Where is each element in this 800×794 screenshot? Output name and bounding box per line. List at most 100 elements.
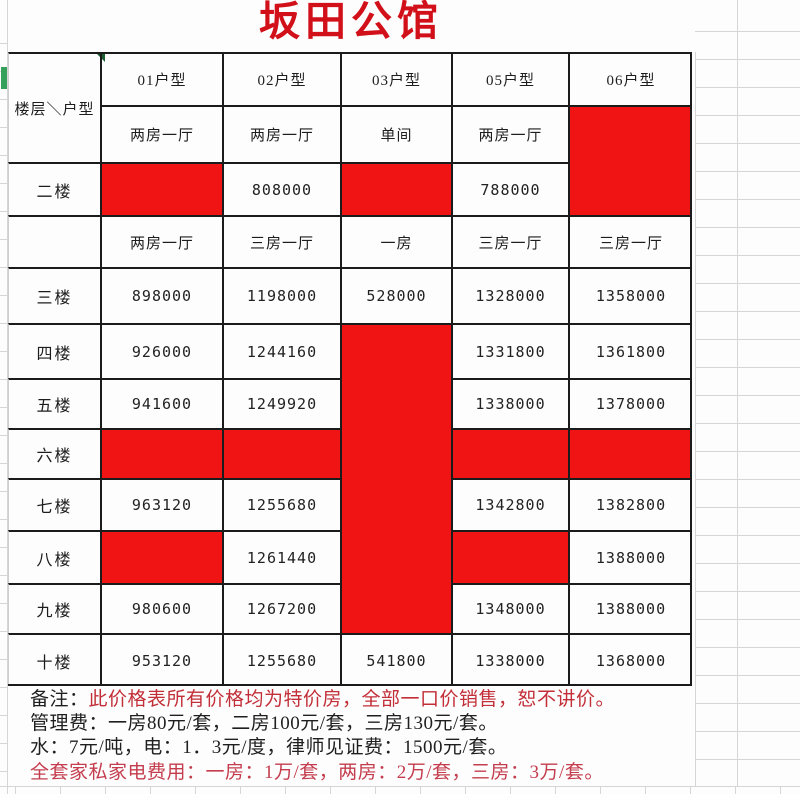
- price-cell[interactable]: 三房一厅: [222, 215, 340, 267]
- floor-label[interactable]: 八楼: [8, 530, 100, 583]
- price-cell[interactable]: 1267200: [222, 583, 340, 633]
- price-cell[interactable]: 926000: [100, 323, 222, 378]
- grid-line: [465, 787, 466, 794]
- corner-cell[interactable]: 楼层＼户型: [8, 52, 100, 162]
- sold-cell[interactable]: [568, 428, 692, 478]
- grid-line: [0, 659, 7, 660]
- floor-label[interactable]: 九楼: [8, 583, 100, 633]
- type-header[interactable]: 01户型: [100, 52, 222, 105]
- grid-line: [7, 0, 8, 794]
- type-header[interactable]: 02户型: [222, 52, 340, 105]
- type-header[interactable]: 03户型: [340, 52, 451, 105]
- subtype-header[interactable]: 单间: [340, 105, 451, 162]
- sold-cell[interactable]: [451, 428, 568, 478]
- floor-label[interactable]: 十楼: [8, 633, 100, 686]
- excel-row-marker: [1, 67, 7, 89]
- price-cell[interactable]: 1388000: [568, 583, 692, 633]
- price-cell[interactable]: 1342800: [451, 478, 568, 530]
- grid-line: [695, 52, 696, 787]
- sold-cell[interactable]: [340, 323, 451, 633]
- grid-line: [0, 687, 7, 688]
- sold-cell[interactable]: [568, 105, 692, 215]
- floor-label[interactable]: [8, 215, 100, 267]
- grid-line: [695, 423, 800, 424]
- price-cell[interactable]: 528000: [340, 267, 451, 323]
- price-cell[interactable]: 1358000: [568, 267, 692, 323]
- price-cell[interactable]: 1328000: [451, 267, 568, 323]
- price-cell[interactable]: 1382800: [568, 478, 692, 530]
- grid-line: [0, 491, 7, 492]
- price-cell[interactable]: 1338000: [451, 378, 568, 428]
- grid-line: [695, 479, 800, 480]
- type-header[interactable]: 06户型: [568, 52, 692, 105]
- floor-label[interactable]: 五楼: [8, 378, 100, 428]
- grid-line: [0, 603, 7, 604]
- price-cell[interactable]: 808000: [222, 162, 340, 215]
- price-cell[interactable]: 898000: [100, 267, 222, 323]
- price-cell[interactable]: 1388000: [568, 530, 692, 583]
- grid-line: [105, 787, 106, 794]
- note-line-1-red: 此价格表所有价格均为特价房，全部一口价销售，恕不讲价。: [88, 689, 616, 710]
- grid-line: [695, 563, 800, 564]
- price-cell[interactable]: 541800: [340, 633, 451, 686]
- sold-cell[interactable]: [222, 428, 340, 478]
- price-cell[interactable]: 三房一厅: [451, 215, 568, 267]
- price-cell[interactable]: 1368000: [568, 633, 692, 686]
- price-cell[interactable]: 1348000: [451, 583, 568, 633]
- price-cell[interactable]: 980600: [100, 583, 222, 633]
- grid-line: [695, 171, 800, 172]
- grid-line: [695, 367, 800, 368]
- grid-line: [737, 0, 738, 787]
- price-cell[interactable]: 1249920: [222, 378, 340, 428]
- price-cell[interactable]: 三房一厅: [568, 215, 692, 267]
- floor-label[interactable]: 三楼: [8, 267, 100, 323]
- subtype-header[interactable]: 两房一厅: [222, 105, 340, 162]
- subtype-header[interactable]: 两房一厅: [451, 105, 568, 162]
- sold-cell[interactable]: [340, 162, 451, 215]
- price-cell[interactable]: 1198000: [222, 267, 340, 323]
- grid-line: [695, 283, 800, 284]
- grid-line: [0, 127, 7, 128]
- grid-line: [695, 619, 800, 620]
- price-cell[interactable]: 963120: [100, 478, 222, 530]
- price-cell[interactable]: 1255680: [222, 633, 340, 686]
- grid-line: [0, 295, 7, 296]
- floor-label[interactable]: 四楼: [8, 323, 100, 378]
- grid-line: [0, 351, 7, 352]
- floor-label[interactable]: 七楼: [8, 478, 100, 530]
- sold-cell[interactable]: [100, 428, 222, 478]
- price-cell[interactable]: 1244160: [222, 323, 340, 378]
- price-cell[interactable]: 一房: [340, 215, 451, 267]
- note-line-2: 管理费：一房80元/套，二房100元/套，三房130元/套。: [30, 713, 498, 734]
- price-cell[interactable]: 1378000: [568, 378, 692, 428]
- grid-line: [695, 31, 800, 32]
- sold-cell[interactable]: [100, 530, 222, 583]
- grid-line: [0, 323, 7, 324]
- grid-line: [695, 255, 800, 256]
- price-cell[interactable]: 1261440: [222, 530, 340, 583]
- price-cell[interactable]: 953120: [100, 633, 222, 686]
- grid-line: [645, 787, 646, 794]
- price-cell[interactable]: 1361800: [568, 323, 692, 378]
- grid-line: [0, 547, 7, 548]
- type-header[interactable]: 05户型: [451, 52, 568, 105]
- sold-cell[interactable]: [451, 530, 568, 583]
- price-cell[interactable]: 两房一厅: [100, 215, 222, 267]
- floor-label[interactable]: 二楼: [8, 162, 100, 215]
- price-cell[interactable]: 1338000: [451, 633, 568, 686]
- grid-line: [695, 311, 800, 312]
- grid-line: [0, 715, 7, 716]
- grid-line: [0, 771, 7, 772]
- grid-line: [555, 787, 556, 794]
- price-cell[interactable]: 1331800: [451, 323, 568, 378]
- note-prefix: 备注：: [30, 689, 89, 710]
- grid-line: [600, 787, 601, 794]
- price-cell[interactable]: 788000: [451, 162, 568, 215]
- sheet-title: 坂田公馆: [259, 0, 443, 44]
- floor-label[interactable]: 六楼: [8, 428, 100, 478]
- price-cell[interactable]: 941600: [100, 378, 222, 428]
- subtype-header[interactable]: 两房一厅: [100, 105, 222, 162]
- grid-line: [0, 211, 7, 212]
- sold-cell[interactable]: [100, 162, 222, 215]
- price-cell[interactable]: 1255680: [222, 478, 340, 530]
